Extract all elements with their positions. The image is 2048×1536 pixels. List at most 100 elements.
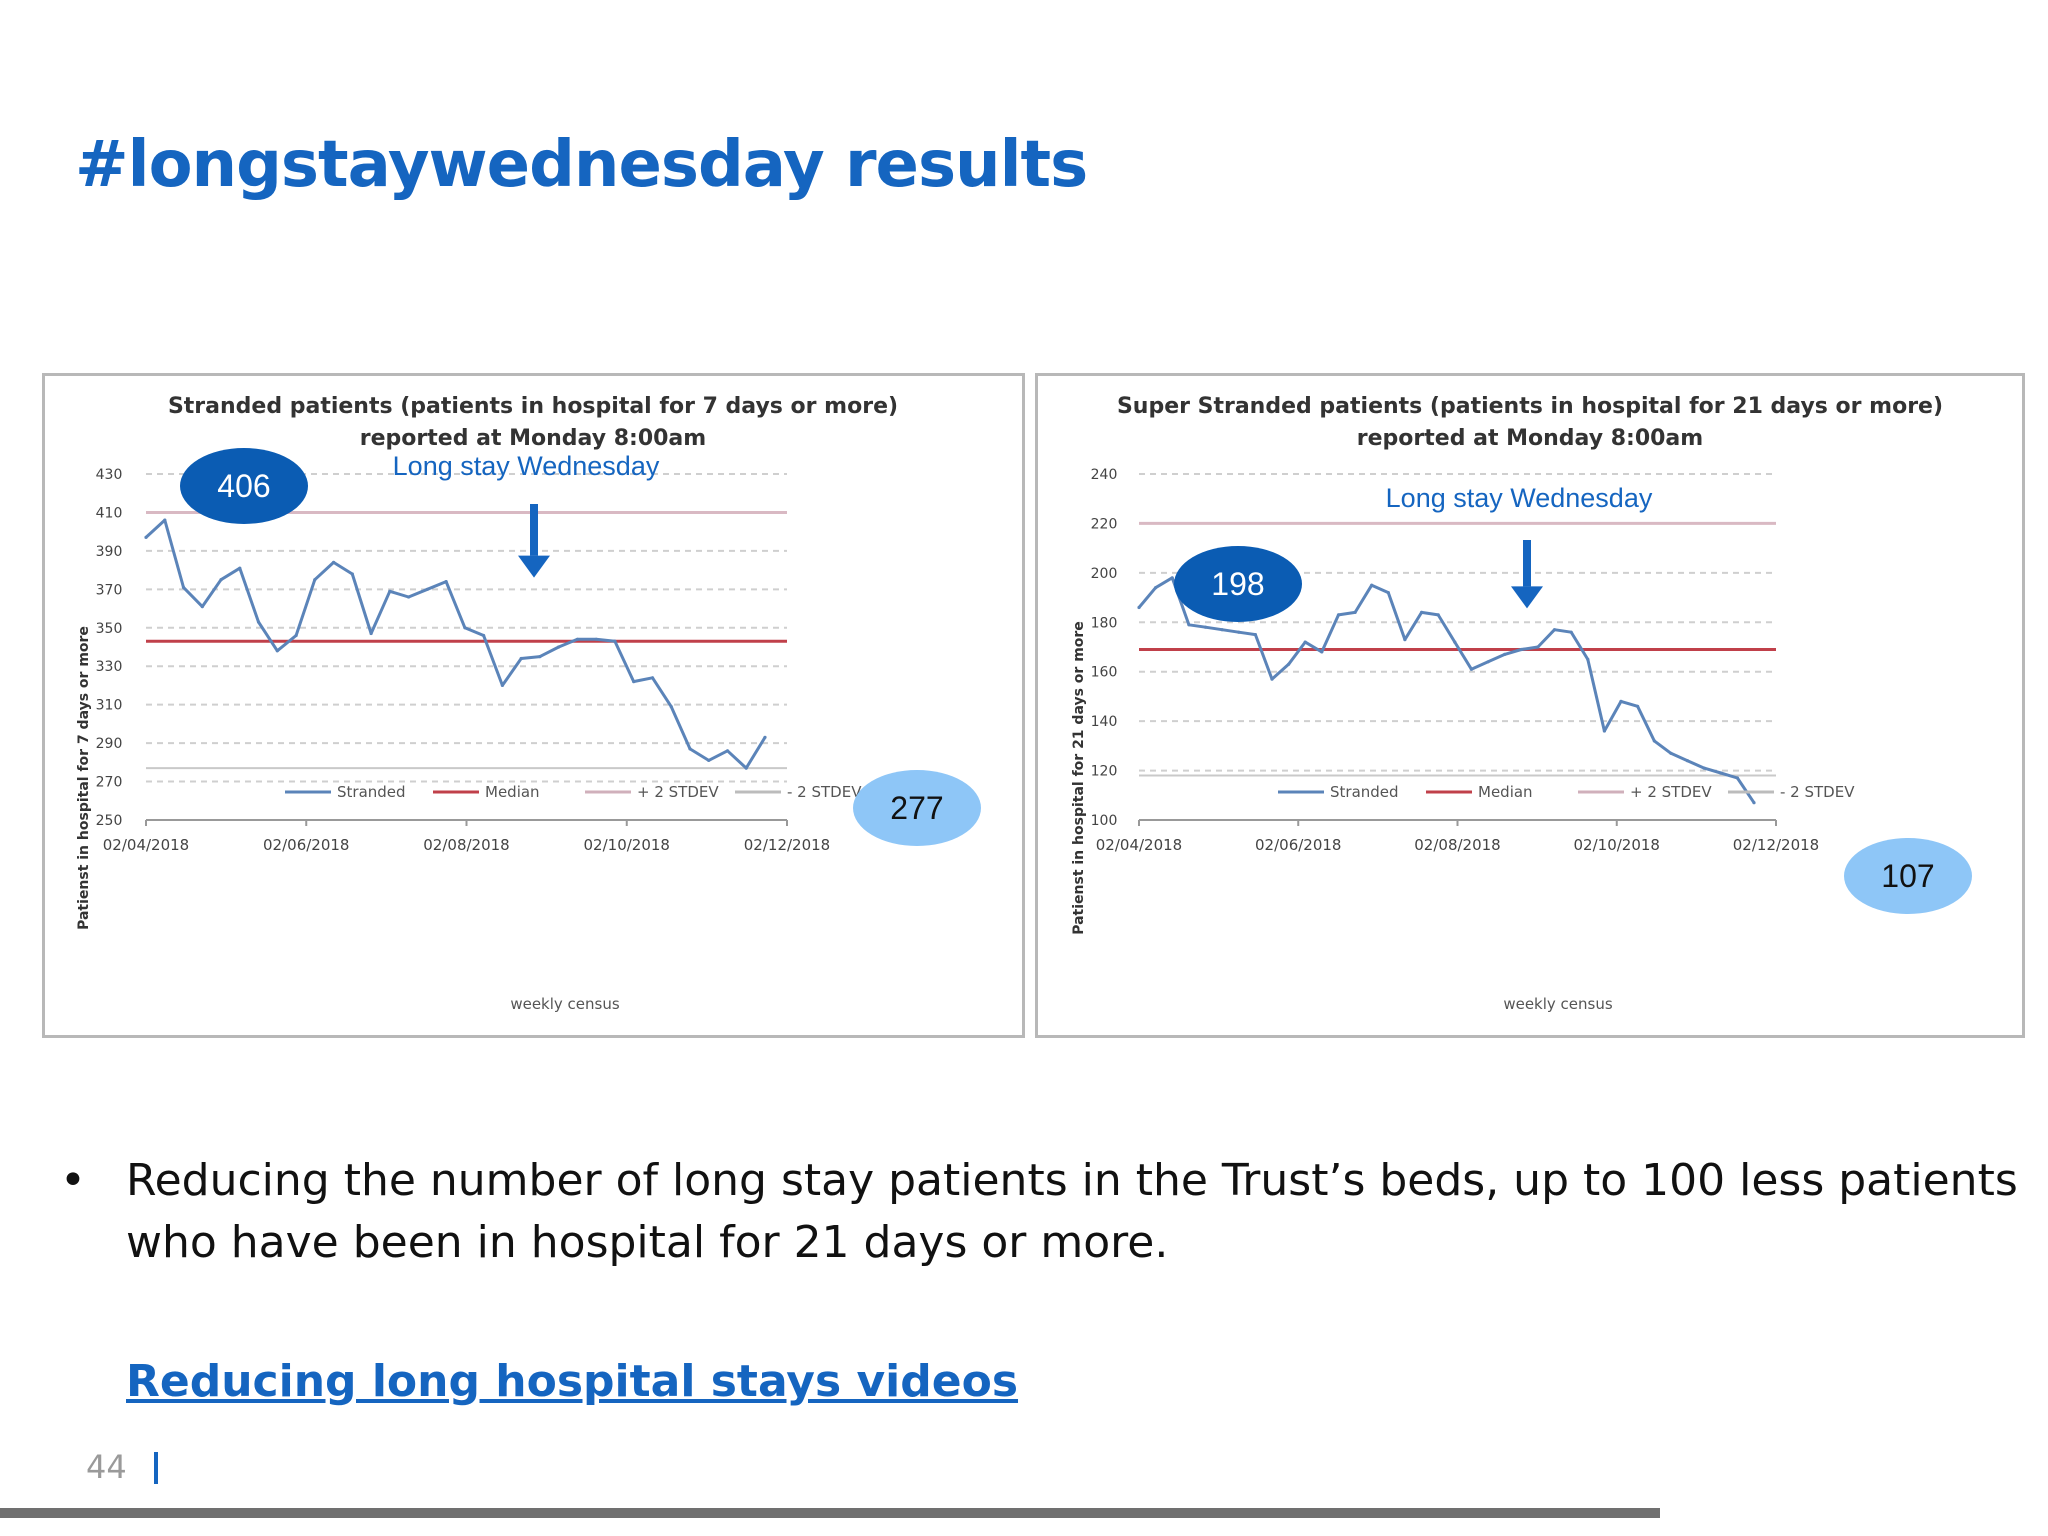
stranded-data-point (1154, 586, 1158, 590)
y-tick-label: 250 (96, 813, 123, 829)
super-stranded-chart-svg: 100 120 140 160 180 200 220 240 02/04/2018 02/06/… (1071, 394, 1972, 1013)
y-tick-label: 220 (1091, 516, 1118, 532)
stranded-data-point (219, 578, 223, 582)
stranded-data-point (1552, 628, 1557, 632)
y-tick-label: 370 (96, 582, 123, 598)
chart-title: Stranded patients (patients in hospital … (168, 394, 898, 419)
value-callout (180, 448, 308, 524)
stranded-data-point (1453, 640, 1457, 644)
stranded-data-point (1719, 771, 1723, 775)
y-tick-label: 290 (96, 736, 123, 752)
legend-label: Median (1478, 783, 1533, 801)
super-stranded-patients-chart: 100 120 140 160 180 200 220 240 02/04/2018 02/06/… (1035, 373, 2025, 1038)
stranded-data-point (1536, 645, 1540, 649)
x-tick-label: 02/12/2018 (744, 836, 830, 854)
stranded-data-point (1486, 660, 1490, 664)
stranded-data-point (1702, 766, 1706, 770)
stranded-data-point (144, 535, 148, 539)
stranded-data-point (1735, 776, 1739, 780)
chart-title: Super Stranded patients (patients in hos… (1117, 394, 1943, 419)
legend-label: - 2 STDEV (787, 783, 862, 801)
stranded-data-point (519, 656, 523, 661)
stranded-data-point (1353, 610, 1357, 614)
y-tick-label: 180 (1091, 615, 1118, 631)
stranded-data-point (1503, 652, 1507, 656)
y-tick-label: 410 (96, 505, 123, 521)
page-number: 44 (86, 1448, 127, 1486)
stranded-series-line (144, 518, 767, 770)
stranded-data-point (594, 637, 598, 641)
bullet-text: Reducing the number of long stay patient… (126, 1155, 2018, 1268)
y-tick-label: 160 (1091, 665, 1118, 681)
long-stay-wednesday-annotation: Long stay Wednesday (393, 451, 660, 481)
chart-subtitle: reported at Monday 8:00am (360, 426, 706, 451)
stranded-data-point (744, 766, 748, 770)
slide-title: #longstaywednesday results (75, 128, 1088, 202)
x-tick-label: 02/08/2018 (423, 836, 509, 854)
value-callout-label: 107 (1881, 858, 1934, 894)
stranded-data-point (163, 518, 167, 522)
legend-label: Median (485, 783, 540, 801)
x-tick-label: 02/12/2018 (1733, 836, 1819, 854)
stranded-data-point (1586, 657, 1590, 661)
stranded-data-point (557, 645, 561, 649)
stranded-data-point (238, 566, 242, 570)
stranded-data-point (1752, 801, 1756, 805)
stranded-data-point (632, 680, 636, 684)
x-tick-label: 02/06/2018 (263, 836, 349, 854)
y-tick-label: 350 (96, 621, 123, 637)
stranded-series-line (1137, 576, 1756, 804)
stranded-data-point (1320, 650, 1324, 654)
stranded-data-point (500, 683, 504, 687)
stranded-data-point (1569, 630, 1573, 634)
y-tick-label: 390 (96, 544, 123, 560)
y-tick-label: 270 (96, 775, 123, 791)
stranded-data-point (1287, 662, 1291, 666)
x-tick-label: 02/04/2018 (103, 836, 189, 854)
stranded-data-point (688, 747, 692, 751)
stranded-data-point (1187, 623, 1191, 627)
stranded-data-point (313, 578, 317, 582)
stranded-data-point (575, 637, 580, 641)
legend-label: Stranded (337, 783, 406, 801)
stranded-data-point (1469, 667, 1473, 671)
legend-label: + 2 STDEV (637, 783, 719, 801)
stranded-data-point (669, 705, 673, 709)
stranded-data-point (613, 639, 617, 643)
stranded-data-point (1652, 739, 1656, 743)
x-tick-label: 02/04/2018 (1096, 836, 1182, 854)
stranded-data-point (482, 633, 486, 638)
videos-link[interactable]: Reducing long hospital stays videos (126, 1356, 1019, 1407)
stranded-data-point (332, 560, 336, 564)
x-axis-label: weekly census (510, 995, 620, 1013)
x-tick-label: 02/10/2018 (1574, 836, 1660, 854)
stranded-data-point (1386, 591, 1390, 595)
legend-label: Stranded (1330, 783, 1399, 801)
stranded-data-point (1137, 605, 1141, 610)
stranded-data-point (763, 735, 767, 739)
stranded-data-point (444, 580, 448, 584)
legend-label: + 2 STDEV (1630, 783, 1712, 801)
stranded-data-point (1436, 613, 1440, 617)
stranded-data-point (1303, 640, 1307, 644)
value-callout-label: 198 (1211, 566, 1264, 602)
y-tick-label: 310 (96, 698, 123, 714)
stranded-data-point (538, 655, 542, 659)
x-tick-label: 02/06/2018 (1255, 836, 1341, 854)
stranded-data-point (650, 676, 655, 680)
long-stay-wednesday-annotation: Long stay Wednesday (1386, 483, 1653, 513)
page-number-divider (154, 1452, 158, 1484)
stranded-data-point (256, 620, 261, 624)
stranded-data-point (463, 626, 467, 630)
stranded-data-point (1669, 751, 1673, 755)
stranded-data-point (1270, 677, 1274, 681)
y-axis-label: Patienst in hospital for 7 days or more (76, 626, 92, 930)
stranded-data-point (369, 631, 373, 636)
stranded-data-point (407, 595, 411, 599)
x-tick-label: 02/08/2018 (1414, 836, 1500, 854)
stranded-data-point (1602, 729, 1606, 733)
value-callout (1174, 546, 1302, 622)
x-axis-label: weekly census (1503, 995, 1613, 1013)
stranded-data-point (388, 589, 392, 593)
footer-bar (0, 1508, 1660, 1518)
